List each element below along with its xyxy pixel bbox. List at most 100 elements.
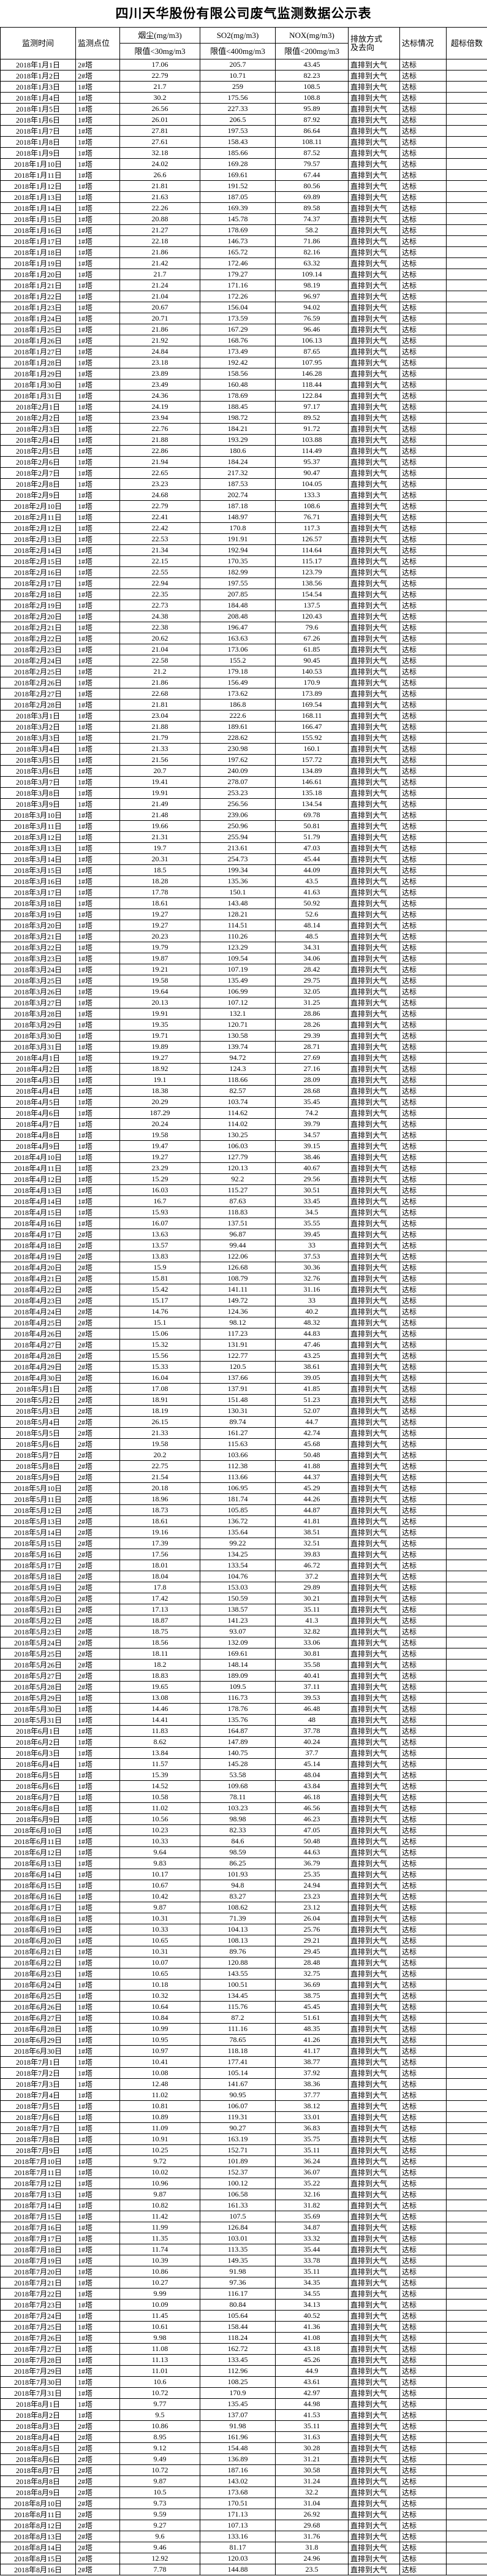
cell-dust: 16.07 <box>119 1218 200 1229</box>
table-row: 2018年6月10日 1#塔 10.23 82.33 47.05 直排到大气 达标 <box>0 1824 487 1836</box>
cell-emission: 直排到大气 <box>348 313 400 324</box>
cell-multiple <box>446 1780 487 1792</box>
cell-multiple <box>446 1824 487 1836</box>
header-row-1: 监测时间 监测点位 烟尘(mg/m3) SO2(mg/m3) NOX(mg/m3… <box>0 27 487 59</box>
cell-so2: 187.16 <box>200 2464 276 2476</box>
cell-date: 2018年4月24日 <box>0 1306 76 1317</box>
cell-dust: 19.1 <box>119 1074 200 1086</box>
cell-nox: 27.69 <box>275 1052 349 1064</box>
cell-status: 达标 <box>399 1460 447 1472</box>
cell-nox: 38.51 <box>275 1526 349 1538</box>
cell-so2: 170.9 <box>200 2387 276 2399</box>
cell-nox: 137.5 <box>275 600 349 611</box>
cell-status: 达标 <box>399 1571 447 1582</box>
cell-nox: 106.13 <box>275 335 349 346</box>
table-row: 2018年8月6日 2#塔 9.49 136.89 31.21 直排到大气 达标 <box>0 2453 487 2465</box>
cell-point: 1#塔 <box>75 1813 120 1825</box>
cell-so2: 105.14 <box>200 2067 276 2079</box>
table-row: 2018年4月26日 2#塔 15.06 117.23 44.83 直排到大气 达标 <box>0 1328 487 1339</box>
cell-nox: 33 <box>275 1240 349 1251</box>
cell-date: 2018年2月10日 <box>0 500 76 512</box>
cell-nox: 28.48 <box>275 1957 349 1968</box>
cell-status: 达标 <box>399 699 447 711</box>
table-row: 2018年3月27日 1#塔 20.13 107.12 31.25 直排到大气 达标 <box>0 997 487 1008</box>
cell-date: 2018年2月17日 <box>0 577 76 589</box>
cell-date: 2018年5月30日 <box>0 1703 76 1715</box>
cell-status: 达标 <box>399 191 447 203</box>
cell-date: 2018年4月3日 <box>0 1074 76 1086</box>
cell-point: 1#塔 <box>75 1758 120 1770</box>
cell-so2: 103.66 <box>200 1449 276 1461</box>
cell-status: 达标 <box>399 335 447 346</box>
cell-emission: 直排到大气 <box>348 1780 400 1792</box>
cell-point: 2#塔 <box>75 2553 120 2564</box>
table-row: 2018年4月28日 2#塔 15.56 122.77 43.25 直排到大气 达标 <box>0 1350 487 1362</box>
cell-dust: 18.61 <box>119 1515 200 1527</box>
cell-status: 达标 <box>399 423 447 435</box>
cell-multiple <box>446 1791 487 1803</box>
cell-point: 1#塔 <box>75 246 120 258</box>
cell-so2: 239.06 <box>200 809 276 821</box>
table-row: 2018年1月27日 1#塔 24.84 173.49 87.65 直排到大气 达标 <box>0 346 487 357</box>
cell-point: 1#塔 <box>75 853 120 865</box>
cell-date: 2018年7月7日 <box>0 2122 76 2134</box>
cell-point: 2#塔 <box>75 1361 120 1373</box>
cell-nox: 160.1 <box>275 743 349 755</box>
cell-multiple <box>446 1869 487 1880</box>
table-row: 2018年1月29日 1#塔 23.89 158.56 146.28 直排到大气 达标 <box>0 368 487 379</box>
cell-multiple <box>446 2222 487 2233</box>
cell-nox: 170.9 <box>275 677 349 688</box>
cell-multiple <box>446 2431 487 2443</box>
cell-emission: 直排到大气 <box>348 1173 400 1185</box>
cell-multiple <box>446 600 487 611</box>
cell-emission: 直排到大气 <box>348 600 400 611</box>
cell-dust: 32.18 <box>119 147 200 159</box>
cell-so2: 179.18 <box>200 666 276 677</box>
cell-multiple <box>446 1240 487 1251</box>
cell-status: 达标 <box>399 445 447 457</box>
table-row: 2018年4月9日 1#塔 19.47 106.03 39.15 直排到大气 达标 <box>0 1140 487 1152</box>
cell-status: 达标 <box>399 1328 447 1339</box>
cell-nox: 36.07 <box>275 2166 349 2178</box>
cell-nox: 154.54 <box>275 589 349 600</box>
cell-dust: 13.57 <box>119 1240 200 1251</box>
cell-dust: 9.72 <box>119 2155 200 2167</box>
cell-nox: 44.09 <box>275 864 349 876</box>
table-row: 2018年3月26日 1#塔 19.64 106.99 32.05 直排到大气 达标 <box>0 986 487 997</box>
cell-date: 2018年4月7日 <box>0 1118 76 1130</box>
cell-point: 1#塔 <box>75 633 120 644</box>
cell-emission: 直排到大气 <box>348 1372 400 1384</box>
cell-point: 1#塔 <box>75 1692 120 1704</box>
cell-so2: 118.83 <box>200 1206 276 1218</box>
cell-point: 1#塔 <box>75 180 120 192</box>
cell-multiple <box>446 2365 487 2377</box>
cell-emission: 直排到大气 <box>348 213 400 225</box>
cell-so2: 151.48 <box>200 1394 276 1406</box>
cell-status: 达标 <box>399 1471 447 1483</box>
cell-dust: 24.68 <box>119 489 200 501</box>
cell-status: 达标 <box>399 1802 447 1814</box>
cell-dust: 10.65 <box>119 1968 200 1980</box>
cell-point: 2#塔 <box>75 2498 120 2509</box>
cell-emission: 直排到大气 <box>348 114 400 126</box>
cell-multiple <box>446 2420 487 2432</box>
cell-multiple <box>446 1957 487 1968</box>
cell-multiple <box>446 1504 487 1516</box>
cell-nox: 51.79 <box>275 831 349 843</box>
cell-status: 达标 <box>399 2475 447 2487</box>
cell-emission: 直排到大气 <box>348 765 400 777</box>
cell-nox: 36.69 <box>275 1979 349 1991</box>
cell-dust: 17.13 <box>119 1604 200 1615</box>
cell-dust: 11.42 <box>119 2211 200 2222</box>
cell-point: 1#塔 <box>75 577 120 589</box>
cell-status: 达标 <box>399 1582 447 1593</box>
cell-date: 2018年4月14日 <box>0 1195 76 1207</box>
cell-status: 达标 <box>399 931 447 942</box>
cell-date: 2018年4月18日 <box>0 1240 76 1251</box>
cell-date: 2018年6月15日 <box>0 1880 76 1891</box>
cell-status: 达标 <box>399 1593 447 1604</box>
cell-point: 1#塔 <box>75 1151 120 1163</box>
cell-status: 达标 <box>399 2387 447 2399</box>
cell-multiple <box>446 313 487 324</box>
cell-so2: 161.96 <box>200 2431 276 2443</box>
